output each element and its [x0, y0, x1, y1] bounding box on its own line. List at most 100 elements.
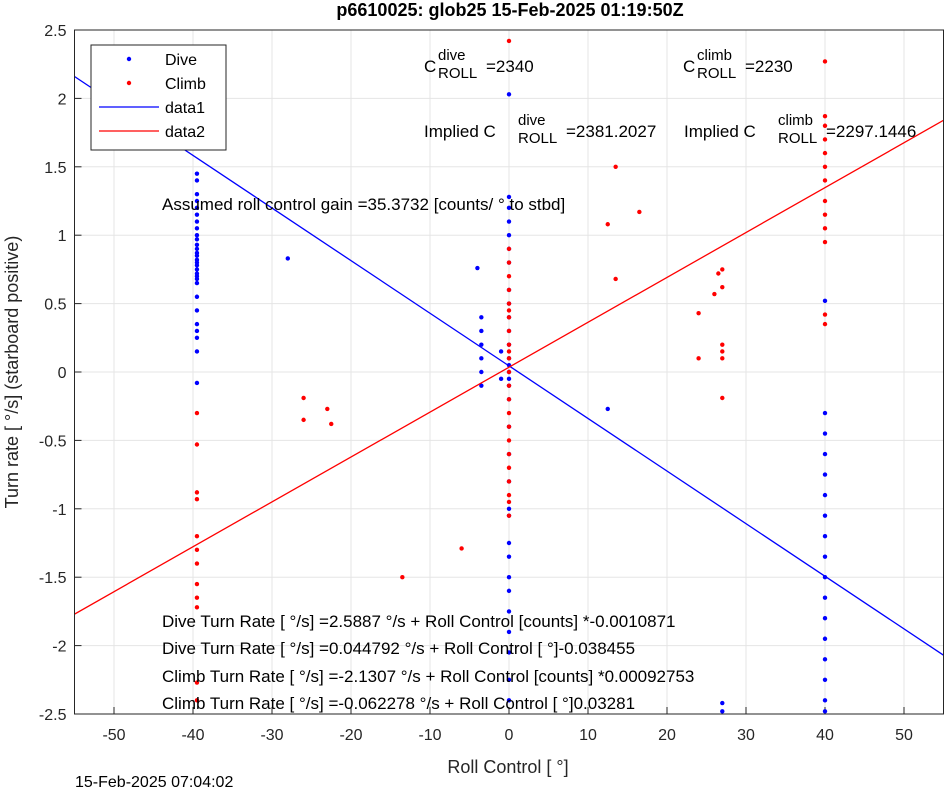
data-point — [194, 335, 200, 340]
data-point — [822, 239, 828, 245]
data-point — [506, 308, 512, 313]
data-point — [506, 465, 512, 470]
data-point — [194, 680, 200, 685]
data-point — [506, 233, 512, 238]
data-point — [498, 349, 504, 354]
data-point — [194, 205, 200, 211]
data-point — [194, 280, 200, 286]
annotation: Climb Turn Rate [ °/s] =-2.1307 °/s + Ro… — [162, 667, 694, 686]
data-point — [506, 315, 512, 320]
coef-sup: dive — [518, 112, 546, 129]
data-point — [194, 191, 200, 197]
data-point — [479, 369, 484, 375]
data-point — [194, 276, 200, 282]
data-point — [506, 540, 512, 546]
data-point — [720, 267, 725, 272]
data-point — [506, 205, 512, 211]
y-tick-label: 1 — [58, 228, 67, 245]
data-point — [194, 533, 200, 539]
data-point — [506, 575, 512, 580]
data-point — [822, 321, 828, 327]
coef-sub: ROLL — [778, 130, 817, 147]
y-tick-label: -2.5 — [39, 707, 67, 724]
coef-sup: climb — [697, 47, 732, 64]
legend-label: Dive — [165, 52, 197, 69]
data-point — [301, 417, 306, 423]
data-point — [194, 226, 200, 231]
data-point — [479, 315, 484, 320]
x-tick-label: -40 — [181, 727, 204, 744]
data-point — [822, 698, 828, 703]
data-point — [716, 271, 721, 276]
coef-sub: ROLL — [697, 65, 736, 82]
data-point — [712, 291, 717, 297]
fit-line — [74, 119, 944, 615]
y-tick-label: -0.5 — [39, 433, 67, 450]
data-point — [498, 376, 504, 382]
data-point — [194, 263, 200, 268]
data-point — [194, 219, 200, 224]
annotation: Assumed roll control gain =35.3732 [coun… — [162, 195, 565, 214]
coef-sup: dive — [438, 47, 466, 64]
data-point — [822, 123, 828, 128]
data-point — [325, 406, 330, 412]
data-point — [506, 677, 512, 682]
data-point — [506, 194, 512, 200]
x-axis-label: Roll Control [ °] — [447, 757, 568, 777]
data-point — [822, 677, 828, 682]
y-axis-label: Turn rate [ °/s] (starboard positive) — [2, 236, 22, 509]
legend-label: data2 — [165, 124, 205, 141]
data-point — [506, 410, 512, 416]
data-point — [822, 636, 828, 641]
data-point — [506, 438, 512, 443]
data-point — [822, 178, 828, 183]
data-point — [506, 369, 512, 375]
data-point — [822, 137, 828, 142]
data-point — [479, 356, 484, 361]
x-tick-label: -30 — [260, 727, 283, 744]
x-tick-label: 40 — [816, 727, 834, 744]
data-point — [506, 609, 512, 614]
data-point — [506, 38, 512, 44]
data-point — [822, 312, 828, 317]
legend-label: Climb — [165, 76, 206, 93]
data-point — [822, 431, 828, 436]
data-point — [696, 310, 701, 316]
data-point — [506, 650, 512, 655]
data-point — [822, 410, 828, 416]
data-point — [506, 424, 512, 429]
data-point — [506, 274, 512, 279]
coef-base: Implied C — [424, 122, 496, 141]
data-point — [194, 698, 200, 703]
fit-line — [74, 75, 944, 656]
coef-value: =2297.1446 — [826, 122, 916, 141]
y-tick-label: 1.5 — [44, 160, 66, 177]
data-point — [194, 561, 200, 566]
data-point — [822, 533, 828, 539]
data-point — [506, 287, 512, 293]
footer: 15-Feb-2025 07:04:02 — [75, 774, 233, 791]
axes-box — [74, 29, 944, 715]
y-tick-label: 2.5 — [44, 23, 66, 40]
data-point — [506, 260, 512, 265]
data-point — [822, 616, 828, 621]
data-point — [475, 265, 480, 271]
data-point — [285, 256, 290, 261]
data-point — [506, 342, 512, 347]
data-point — [696, 356, 701, 361]
data-point — [194, 410, 200, 416]
data-point — [605, 406, 610, 412]
coef-value: =2381.2027 — [566, 122, 656, 141]
data-point — [479, 342, 484, 347]
data-point — [720, 349, 725, 354]
data-point — [506, 246, 512, 252]
data-point — [506, 506, 512, 511]
data-point — [194, 308, 200, 313]
data-point — [194, 490, 200, 495]
data-point — [506, 698, 512, 703]
data-point — [720, 395, 725, 401]
coef-sup: climb — [778, 112, 813, 129]
data-point — [194, 233, 200, 238]
data-point — [194, 442, 200, 447]
data-point — [822, 554, 828, 559]
